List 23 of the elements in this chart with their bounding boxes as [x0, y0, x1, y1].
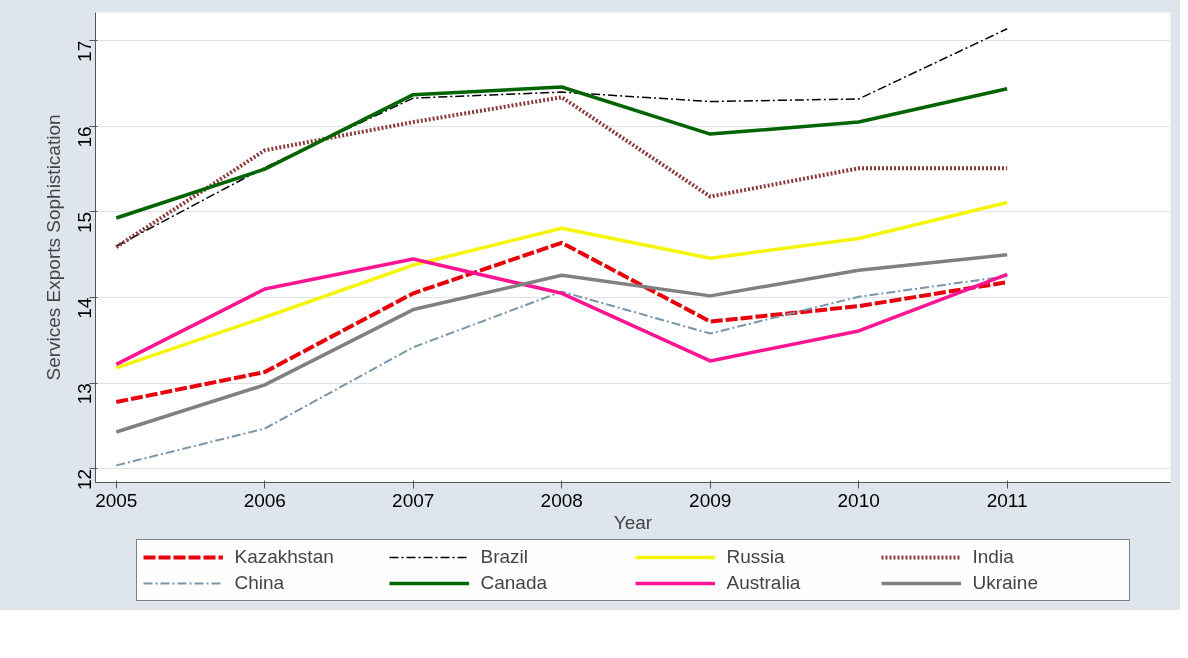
legend-label: Canada — [480, 572, 549, 594]
x-tick-label: 2005 — [95, 489, 138, 511]
y-axis-title: Services Exports Sophistication — [42, 114, 64, 381]
x-tick-label: 2011 — [986, 489, 1028, 511]
legend-label: Russia — [726, 546, 786, 568]
legend-label: Ukraine — [972, 572, 1039, 594]
y-tick-label: 13 — [74, 383, 95, 405]
legend-label: China — [234, 572, 286, 594]
legend-label: Kazakhstan — [234, 546, 335, 568]
x-tick-label: 2010 — [837, 489, 880, 511]
legend-label: India — [972, 546, 1015, 568]
x-axis-title: Year — [613, 511, 653, 533]
y-tick-label: 14 — [74, 297, 95, 319]
x-tick-label: 2008 — [540, 489, 583, 511]
x-tick-label: 2009 — [689, 489, 732, 511]
y-tick-label: 16 — [74, 126, 95, 148]
y-tick-label: 17 — [74, 40, 95, 62]
x-tick-label: 2007 — [392, 489, 435, 511]
legend-label: Brazil — [480, 546, 529, 568]
y-tick-label: 12 — [74, 468, 95, 490]
legend-label: Australia — [726, 572, 802, 594]
y-tick-label: 15 — [74, 211, 95, 234]
x-tick-label: 2006 — [243, 489, 286, 511]
